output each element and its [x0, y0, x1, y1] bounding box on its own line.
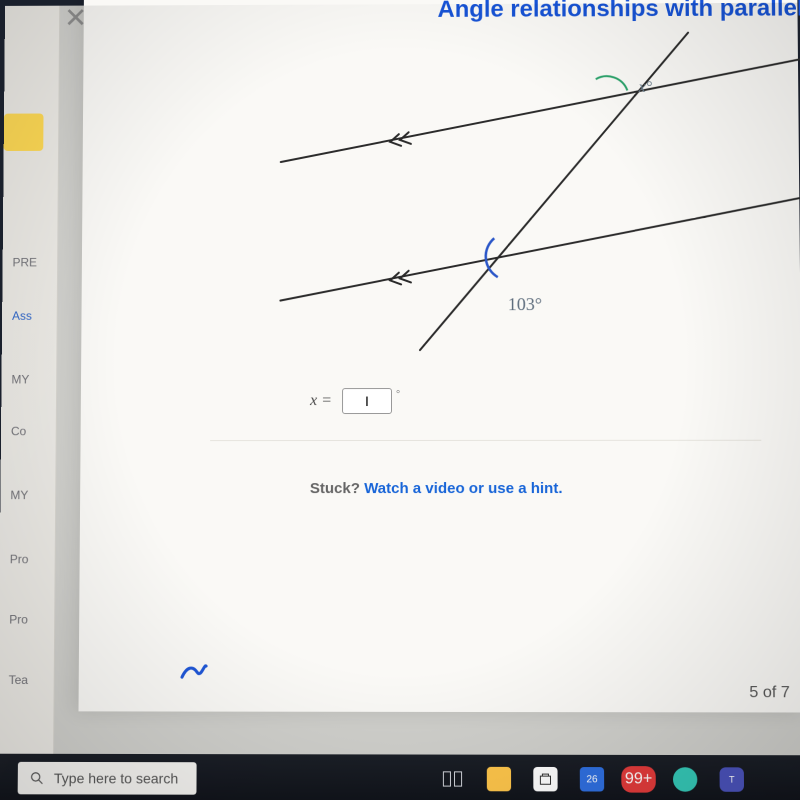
teams-icon[interactable]: T: [720, 767, 745, 792]
answer-input[interactable]: [342, 388, 392, 414]
mastery-squiggle-icon: [179, 660, 209, 687]
taskview-icon[interactable]: [440, 767, 464, 791]
taskbar-search[interactable]: Type here to search: [18, 762, 197, 795]
taskbar-search-placeholder: Type here to search: [54, 770, 178, 786]
answer-row: x = °: [310, 388, 400, 414]
left-sidebar: PRE Ass MY Co MY Pro Pro Tea: [0, 6, 60, 800]
divider: [210, 440, 761, 441]
answer-unit: °: [396, 389, 400, 401]
mail-badge: 99+: [621, 766, 656, 793]
svg-text:x°: x°: [638, 79, 653, 96]
work-panel: Angle relationships with parallel x° 103…: [78, 0, 800, 713]
sidebar-item[interactable]: Pro: [0, 544, 55, 574]
sidebar-item[interactable]: PRE: [2, 248, 57, 278]
sidebar-item[interactable]: Tea: [0, 665, 54, 695]
calendar-icon[interactable]: 26: [580, 767, 604, 791]
sidebar-item[interactable]: Co: [1, 416, 56, 446]
sidebar-item[interactable]: Pro: [0, 604, 54, 634]
progress-counter: 5 of 7: [749, 684, 790, 702]
taskbar-icons: 26 99+ T: [440, 767, 744, 792]
store-icon[interactable]: [533, 767, 557, 791]
stuck-link[interactable]: Watch a video or use a hint.: [364, 480, 562, 497]
mail-icon[interactable]: 99+: [626, 767, 650, 791]
sidebar-item[interactable]: MY: [1, 364, 56, 394]
windows-taskbar: Type here to search 26 99+ T: [0, 754, 800, 800]
svg-text:T: T: [729, 774, 735, 784]
svg-text:103°: 103°: [508, 294, 542, 314]
sidebar-highlight-chip: [4, 114, 44, 151]
sidebar-item[interactable]: Ass: [2, 301, 57, 331]
search-icon: [30, 771, 44, 785]
geometry-diagram: x° 103°: [210, 12, 800, 370]
edge-icon[interactable]: [673, 767, 697, 792]
answer-prefix: x =: [310, 392, 332, 410]
stuck-lead: Stuck?: [310, 480, 364, 497]
file-explorer-icon[interactable]: [487, 767, 511, 791]
stuck-row: Stuck? Watch a video or use a hint.: [310, 480, 563, 497]
sidebar-item[interactable]: MY: [0, 480, 55, 510]
